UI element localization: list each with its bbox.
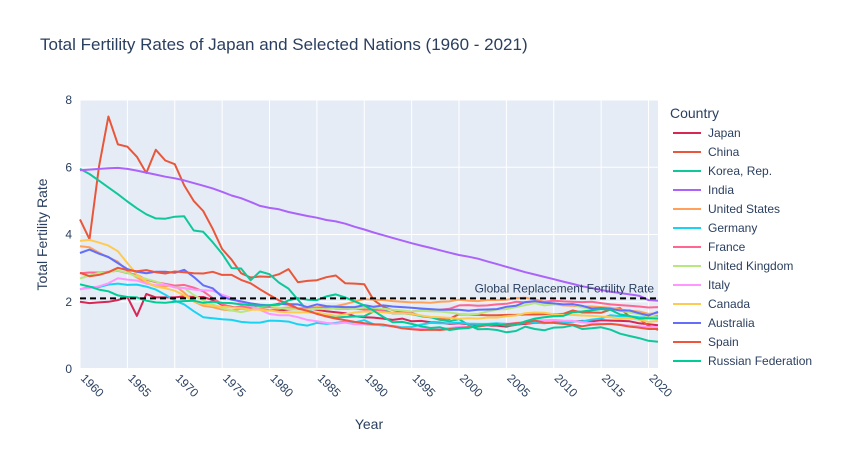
legend-item-china[interactable]: China — [673, 145, 740, 159]
y-axis-label: Total Fertility Rate — [34, 178, 50, 290]
legend-item-united-states[interactable]: United States — [673, 202, 780, 216]
legend-item-canada[interactable]: Canada — [673, 297, 750, 311]
series-lines — [79, 115, 659, 343]
legend-item-germany[interactable]: Germany — [673, 221, 757, 235]
legend-item-korea-rep[interactable]: Korea, Rep. — [673, 164, 772, 178]
legend-label: Japan — [708, 126, 741, 140]
legend-label: Australia — [708, 316, 755, 330]
series-line-canada — [79, 238, 659, 323]
legend: Country Japan China Korea, Rep. India United… — [670, 105, 812, 368]
x-axis-label: Year — [355, 416, 384, 432]
legend-item-italy[interactable]: Italy — [673, 278, 730, 292]
legend-label: Spain — [708, 335, 739, 349]
legend-label: United States — [708, 202, 780, 216]
legend-item-spain[interactable]: Spain — [673, 335, 739, 349]
legend-item-australia[interactable]: Australia — [673, 316, 755, 330]
legend-item-united-kingdom[interactable]: United Kingdom — [673, 259, 793, 273]
series-line-spain — [79, 266, 658, 331]
chart-title: Total Fertility Rates of Japan and Selec… — [40, 35, 528, 54]
legend-label: France — [708, 240, 746, 254]
legend-item-russian-federation[interactable]: Russian Federation — [673, 354, 812, 368]
legend-label: Italy — [708, 278, 730, 292]
y-axis: 0 2 4 6 8 — [65, 93, 72, 376]
series-line-russian-federation — [79, 283, 659, 331]
y-tick-label: 0 — [65, 362, 72, 376]
series-line-india — [79, 166, 659, 302]
legend-label: United Kingdom — [708, 259, 793, 273]
replacement-rate-label: Global Replacement Fertility Rate — [475, 281, 655, 295]
legend-label: Korea, Rep. — [708, 164, 772, 178]
y-tick-label: 2 — [65, 295, 72, 309]
y-tick-label: 8 — [65, 93, 72, 107]
legend-label: India — [708, 183, 734, 197]
legend-label: Germany — [708, 221, 757, 235]
legend-item-japan[interactable]: Japan — [673, 126, 741, 140]
series-line-france — [79, 269, 659, 315]
legend-label: Russian Federation — [708, 354, 812, 368]
legend-label: Canada — [708, 297, 750, 311]
series-line-korea-rep — [79, 168, 659, 343]
replacement-rate-annotation: Global Replacement Fertility Rate — [80, 281, 658, 300]
legend-item-france[interactable]: France — [673, 240, 746, 254]
legend-title: Country — [670, 105, 719, 121]
legend-label: China — [708, 145, 740, 159]
legend-item-india[interactable]: India — [673, 183, 734, 197]
y-tick-label: 6 — [65, 160, 72, 174]
y-tick-label: 4 — [65, 228, 72, 242]
